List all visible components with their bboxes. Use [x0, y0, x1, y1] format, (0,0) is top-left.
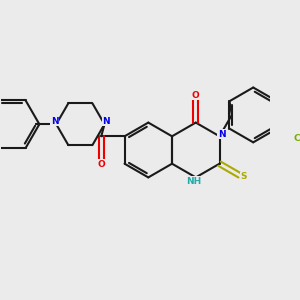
Text: N: N [102, 117, 110, 126]
Text: N: N [218, 130, 225, 139]
Text: Cl: Cl [293, 134, 300, 143]
Text: S: S [241, 172, 247, 182]
Text: NH: NH [186, 177, 201, 186]
Text: O: O [98, 160, 105, 169]
Text: N: N [51, 117, 59, 126]
Text: O: O [192, 91, 200, 100]
